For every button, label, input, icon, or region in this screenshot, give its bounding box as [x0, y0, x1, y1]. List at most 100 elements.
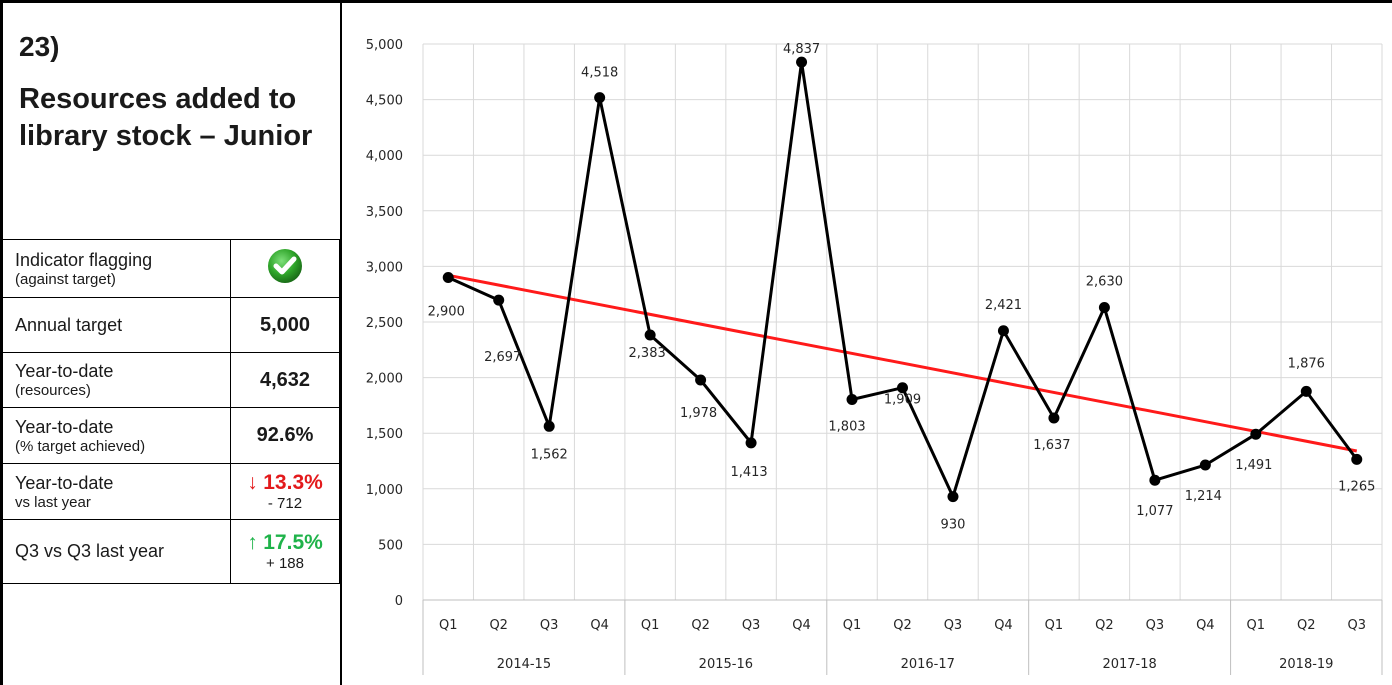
table-row: Year-to-date (resources) 4,632 — [3, 352, 340, 408]
trendline-segment — [447, 273, 1358, 453]
x-group-label: 2015-16 — [699, 657, 753, 672]
data-label: 1,978 — [680, 406, 717, 421]
y-tick-label: 4,500 — [366, 94, 403, 109]
x-tick-label: Q4 — [590, 618, 609, 633]
data-point — [1098, 302, 1110, 314]
x-group-label: 2016-17 — [901, 657, 955, 672]
data-point — [644, 329, 656, 341]
x-tick-label: Q3 — [1348, 618, 1367, 633]
row-value: 4,632 — [230, 352, 340, 408]
data-label: 4,837 — [783, 42, 820, 57]
x-tick-label: Q1 — [1247, 618, 1266, 633]
data-point — [594, 92, 606, 104]
data-point — [695, 374, 707, 386]
row-label-main: Annual target — [15, 314, 123, 335]
y-tick-label: 500 — [378, 538, 403, 553]
chart-axes: 0 500 1,000 1,500 2,000 2,500 3,000 3,500 4,000 4… — [366, 38, 1383, 675]
data-point — [1149, 474, 1161, 486]
change-detail: - 712 — [267, 495, 303, 512]
line-chart: 0 500 1,000 1,500 2,000 2,500 3,000 3,500 4,000 4… — [366, 38, 1383, 675]
row-label: Year-to-date vs last year — [3, 463, 231, 520]
data-label: 1,803 — [828, 420, 865, 435]
data-point — [897, 382, 908, 394]
x-tick-label: Q3 — [944, 618, 963, 633]
row-label-main: Year-to-date — [15, 472, 114, 493]
data-label: 1,876 — [1288, 356, 1325, 371]
data-point — [442, 272, 454, 284]
data-point — [1199, 459, 1211, 471]
data-label: 1,909 — [884, 393, 921, 408]
x-tick-label: Q3 — [742, 618, 761, 633]
green-check-icon — [268, 248, 302, 283]
data-point — [796, 56, 808, 68]
data-label: 1,413 — [730, 465, 767, 480]
data-label: 2,630 — [1086, 275, 1123, 290]
row-label: Indicator flagging (against target) — [3, 239, 231, 298]
table-row: Indicator flagging (against target) — [3, 239, 340, 298]
series-line — [447, 60, 1358, 499]
change-detail: + 188 — [266, 555, 304, 572]
table-row: Year-to-date vs last year ↓ 13.3% - 712 — [3, 463, 340, 520]
y-tick-label: 1,500 — [366, 427, 403, 442]
row-label-sub: vs last year — [15, 493, 91, 511]
y-tick-label: 3,000 — [366, 260, 403, 275]
x-tick-label: Q2 — [1095, 618, 1114, 633]
table-row: Annual target 5,000 — [3, 297, 340, 353]
row-value: ↑ 17.5% + 188 — [230, 519, 340, 584]
data-label: 1,077 — [1136, 504, 1173, 519]
x-tick-label: Q1 — [641, 618, 660, 633]
row-label-main: Q3 vs Q3 last year — [15, 541, 165, 561]
x-tick-label: Q2 — [893, 618, 912, 633]
data-label: 2,383 — [629, 346, 666, 361]
row-label-main: Indicator flagging — [15, 249, 153, 270]
x-tick-label: Q2 — [691, 618, 710, 633]
y-tick-label: 4,000 — [366, 149, 403, 164]
change-value: 13.3% — [263, 471, 323, 494]
data-series — [442, 56, 1363, 503]
row-value: ↓ 13.3% - 712 — [230, 463, 340, 520]
x-tick-label: Q3 — [540, 618, 559, 633]
y-tick-label: 3,500 — [366, 205, 403, 220]
data-point — [1300, 385, 1312, 397]
table-row: Year-to-date (% target achieved) 92.6% — [3, 407, 340, 464]
x-tick-label: Q1 — [439, 618, 458, 633]
kpi-title: Resources added to library stock – Junio… — [19, 83, 313, 152]
data-point — [1250, 428, 1262, 440]
change-value: 17.5% — [263, 531, 323, 554]
row-label-sub: (% target achieved) — [15, 437, 146, 455]
x-tick-label: Q1 — [1045, 618, 1064, 633]
row-label-main: Year-to-date — [15, 416, 114, 437]
row-label: Q3 vs Q3 last year — [3, 519, 231, 584]
row-label-sub: (against target) — [15, 270, 116, 288]
up-arrow-icon: ↑ — [247, 531, 258, 554]
y-tick-label: 1,000 — [366, 483, 403, 498]
kpi-table: Indicator flagging (against target) — [3, 239, 340, 584]
y-tick-label: 0 — [395, 594, 403, 609]
data-label: 1,637 — [1033, 438, 1070, 453]
x-group-label: 2017-18 — [1102, 657, 1156, 672]
data-label: 1,265 — [1338, 479, 1375, 494]
y-tick-label: 5,000 — [366, 38, 403, 53]
row-label-sub: (resources) — [15, 382, 91, 399]
data-label: 2,421 — [985, 298, 1022, 313]
data-labels: 2,900 2,697 1,562 4,518 2,383 1,978 1,413 4,837… — [428, 42, 1376, 532]
data-point — [1048, 412, 1060, 424]
table-row: Q3 vs Q3 last year ↑ 17.5% + 188 — [3, 519, 340, 584]
x-group-label: 2018-19 — [1279, 657, 1333, 672]
data-label: 1,491 — [1235, 458, 1272, 473]
row-value: 5,000 — [230, 297, 340, 353]
data-label: 1,214 — [1185, 489, 1222, 504]
row-label: Annual target — [3, 297, 231, 353]
x-tick-label: Q4 — [792, 618, 811, 633]
chart-grid — [422, 43, 1383, 601]
data-label: 2,697 — [484, 350, 521, 365]
data-point — [947, 491, 959, 503]
data-label: 4,518 — [581, 66, 618, 81]
row-value — [230, 239, 340, 298]
data-point — [1351, 453, 1363, 465]
data-point — [745, 437, 757, 449]
data-point — [493, 294, 505, 306]
data-label: 930 — [941, 518, 966, 533]
x-tick-label: Q1 — [843, 618, 862, 633]
